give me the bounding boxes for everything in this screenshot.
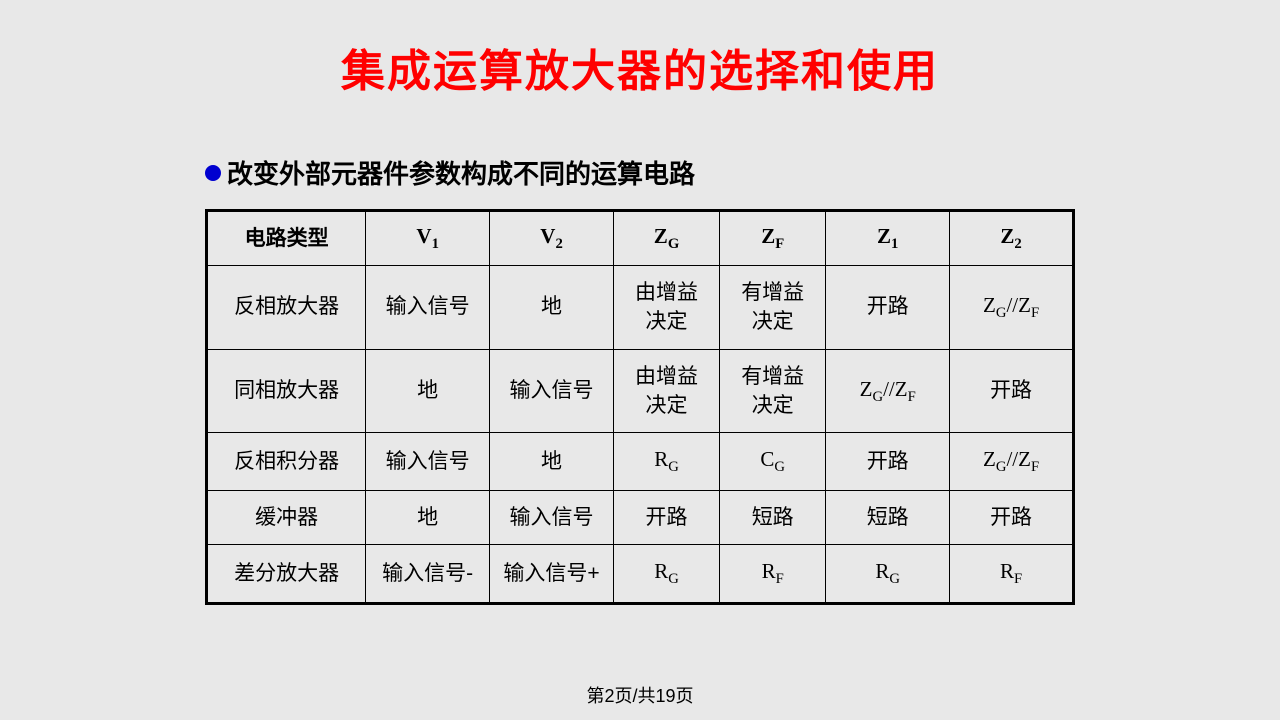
table-row: 缓冲器地输入信号开路短路短路开路 [207, 491, 1074, 545]
circuit-table: 电路类型V1V2ZGZFZ1Z2 反相放大器输入信号地由增益决定有增益决定开路Z… [205, 209, 1075, 605]
table-cell: 有增益决定 [720, 349, 826, 433]
table-cell: 地 [490, 433, 614, 491]
table-cell: 有增益决定 [720, 265, 826, 349]
table-row: 反相放大器输入信号地由增益决定有增益决定开路ZG//ZF [207, 265, 1074, 349]
table-cell: ZG//ZF [950, 265, 1074, 349]
table-cell: 开路 [950, 491, 1074, 545]
page-title: 集成运算放大器的选择和使用 [0, 0, 1280, 99]
table-header-cell: ZG [613, 211, 719, 266]
table-cell: RG [613, 545, 719, 604]
table-cell: 输入信号 [490, 349, 614, 433]
bullet-text: 改变外部元器件参数构成不同的运算电路 [227, 154, 695, 191]
table-cell: 短路 [826, 491, 950, 545]
table-header-cell: 电路类型 [207, 211, 366, 266]
table-cell: 差分放大器 [207, 545, 366, 604]
table-cell: 同相放大器 [207, 349, 366, 433]
table-cell: 输入信号 [490, 491, 614, 545]
table-cell: 地 [366, 349, 490, 433]
bullet-icon [205, 165, 221, 181]
table-row: 反相积分器输入信号地RGCG开路ZG//ZF [207, 433, 1074, 491]
table-cell: 地 [366, 491, 490, 545]
table-header-cell: Z1 [826, 211, 950, 266]
table-cell: 地 [490, 265, 614, 349]
table-cell: 输入信号+ [490, 545, 614, 604]
table-cell: 开路 [826, 265, 950, 349]
table-cell: 开路 [613, 491, 719, 545]
table-header-cell: V2 [490, 211, 614, 266]
table-cell: RF [720, 545, 826, 604]
table-cell: 由增益决定 [613, 265, 719, 349]
table-cell: 输入信号- [366, 545, 490, 604]
table-cell: RG [613, 433, 719, 491]
table-cell: RG [826, 545, 950, 604]
table-cell: 反相放大器 [207, 265, 366, 349]
table-cell: 开路 [826, 433, 950, 491]
table-cell: 缓冲器 [207, 491, 366, 545]
table-cell: 开路 [950, 349, 1074, 433]
table-cell: RF [950, 545, 1074, 604]
circuit-table-wrap: 电路类型V1V2ZGZFZ1Z2 反相放大器输入信号地由增益决定有增益决定开路Z… [205, 209, 1075, 605]
table-cell: CG [720, 433, 826, 491]
table-header-cell: ZF [720, 211, 826, 266]
page-footer: 第2页/共19页 [0, 682, 1280, 708]
table-cell: 输入信号 [366, 265, 490, 349]
table-cell: 由增益决定 [613, 349, 719, 433]
table-cell: 输入信号 [366, 433, 490, 491]
table-row: 同相放大器地输入信号由增益决定有增益决定ZG//ZF开路 [207, 349, 1074, 433]
table-header-cell: V1 [366, 211, 490, 266]
table-row: 差分放大器输入信号-输入信号+RGRFRGRF [207, 545, 1074, 604]
bullet-line: 改变外部元器件参数构成不同的运算电路 [205, 154, 1280, 191]
table-cell: 短路 [720, 491, 826, 545]
table-cell: ZG//ZF [950, 433, 1074, 491]
table-header-cell: Z2 [950, 211, 1074, 266]
table-cell: 反相积分器 [207, 433, 366, 491]
table-header-row: 电路类型V1V2ZGZFZ1Z2 [207, 211, 1074, 266]
table-cell: ZG//ZF [826, 349, 950, 433]
